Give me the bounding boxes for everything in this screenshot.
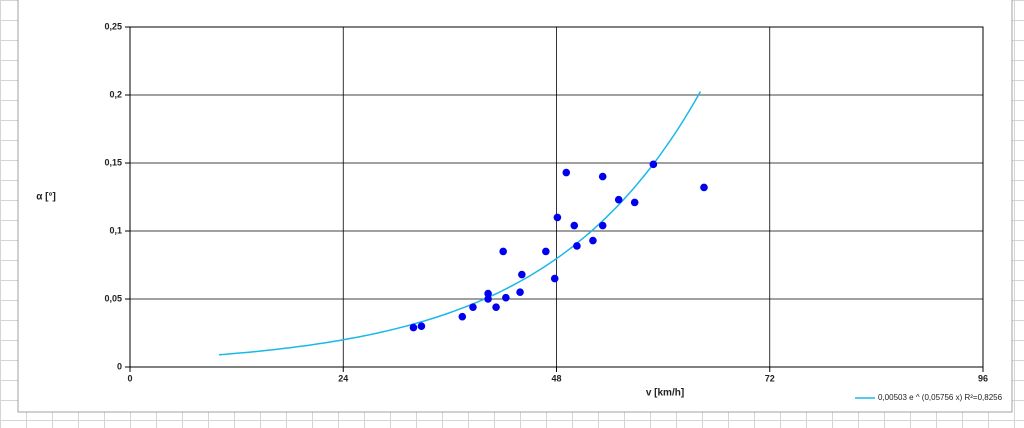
data-point: [614, 195, 623, 204]
data-point: [700, 183, 708, 192]
data-point: [630, 198, 639, 207]
y-tick-label: 0,15: [104, 157, 122, 167]
y-tick-label: 0,2: [109, 89, 122, 99]
data-point: [649, 160, 658, 169]
data-point: [570, 221, 579, 230]
data-point: [469, 303, 477, 311]
x-tick-label: 24: [338, 373, 348, 383]
data-point: [573, 242, 581, 250]
x-tick-label: 48: [551, 373, 561, 383]
y-axis-label: α [°]: [36, 192, 56, 203]
data-point: [484, 289, 492, 298]
data-point: [409, 323, 418, 332]
data-point: [499, 247, 507, 256]
x-tick-label: 72: [765, 373, 775, 383]
data-point: [598, 172, 607, 181]
data-point: [553, 213, 562, 222]
data-point: [417, 322, 426, 331]
data-point: [598, 221, 607, 230]
data-point: [484, 295, 492, 303]
x-tick-label: 96: [978, 373, 988, 383]
data-point: [516, 288, 524, 297]
data-point: [518, 270, 526, 279]
data-point: [550, 274, 559, 283]
data-point: [492, 303, 500, 311]
chart-area: [17, 0, 1013, 413]
y-tick-label: 0,05: [104, 293, 122, 303]
data-point: [458, 312, 467, 321]
x-tick-label: 0: [127, 373, 132, 383]
data-point: [589, 236, 597, 245]
trendline: [218, 91, 702, 356]
y-tick-label: 0,25: [104, 21, 122, 31]
y-tick-label: 0: [117, 361, 122, 371]
data-point: [502, 293, 510, 302]
legend-label: 0,00503 e ^ (0,05756 x) R²=0,8256: [878, 393, 1003, 402]
data-point: [542, 247, 550, 256]
data-point: [562, 168, 571, 177]
y-tick-label: 0,1: [109, 225, 122, 235]
x-axis-label: v [km/h]: [646, 388, 684, 399]
